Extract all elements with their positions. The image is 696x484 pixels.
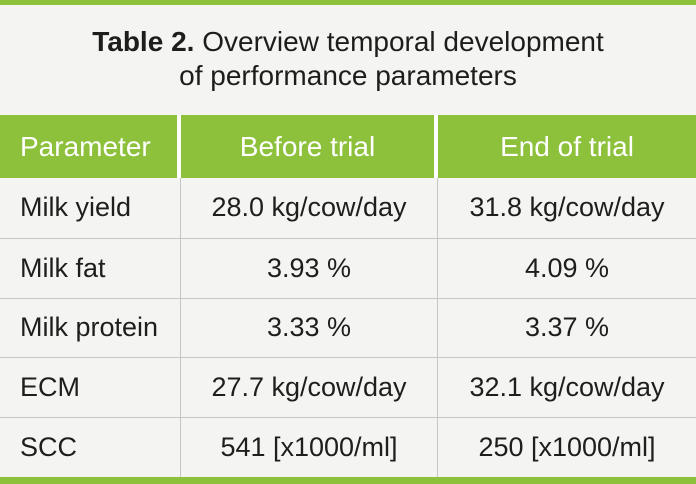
table-header-row: Parameter Before trial End of trial (0, 115, 696, 178)
table-row-ecm: ECM 27.7 kg/cow/day 32.1 kg/cow/day (0, 357, 696, 418)
table-number-label: Table 2. (92, 26, 195, 57)
table-title-line2: of performance parameters (179, 60, 517, 91)
cell-parameter: Milk protein (0, 298, 181, 358)
cell-before-value: 27.7 kg/cow/day (181, 358, 438, 418)
table-title-text: Overview temporal development (202, 26, 604, 57)
header-cell-before-trial: Before trial (181, 115, 438, 178)
cell-before-value: 3.93 % (181, 238, 438, 298)
cell-end-value: 32.1 kg/cow/day (469, 372, 665, 403)
cell-parameter: SCC (0, 418, 181, 477)
cell-before-value: 3.33 % (181, 298, 438, 358)
table-title-line1: Table 2. Overview temporal development (0, 25, 696, 59)
header-cell-parameter: Parameter (0, 115, 181, 178)
cell-before-value: 541 [x1000/ml] (181, 418, 438, 477)
cell-parameter: Milk yield (0, 178, 181, 238)
cell-end-value: 250 [x1000/ml] (478, 432, 656, 463)
cell-end-value: 3.37 % (524, 312, 610, 343)
cell-parameter: Milk fat (0, 238, 181, 298)
bottom-accent-bar (0, 476, 696, 484)
cell-parameter: ECM (0, 358, 181, 418)
data-table: Parameter Before trial End of trial Milk… (0, 115, 696, 477)
cell-end-value: 4.09 % (524, 252, 610, 283)
table-row-scc: SCC 541 [x1000/ml] 250 [x1000/ml] (0, 417, 696, 477)
table-row-milk-yield: Milk yield 28.0 kg/cow/day 31.8 kg/cow/d… (0, 178, 696, 238)
table-title: Table 2. Overview temporal development of… (0, 5, 696, 115)
table-row-milk-fat: Milk fat 3.93 % 4.09 % (0, 237, 696, 298)
header-cell-end-of-trial: End of trial (438, 115, 696, 178)
cell-end-value: 31.8 kg/cow/day (469, 192, 665, 223)
top-accent-bar (0, 0, 696, 5)
cell-before-value: 28.0 kg/cow/day (181, 178, 438, 238)
table-row-milk-protein: Milk protein 3.33 % 3.37 % (0, 297, 696, 358)
